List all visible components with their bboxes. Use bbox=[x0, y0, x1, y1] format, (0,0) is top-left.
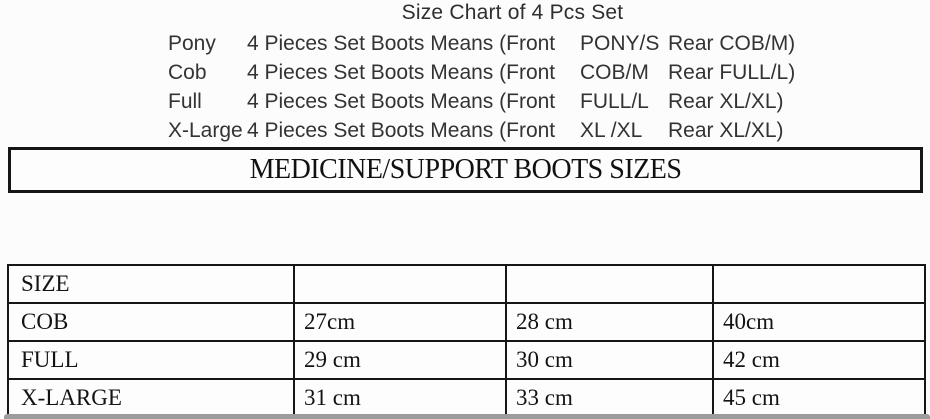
set-line-description: 4 Pieces Set Boots Means (Front bbox=[247, 119, 556, 142]
set-line-rear-size: Rear XL/XL) bbox=[668, 119, 784, 142]
table-row-full: FULL 29 cm 30 cm 42 cm bbox=[7, 340, 926, 380]
table-row-xlarge: X-LARGE 31 cm 33 cm 45 cm bbox=[7, 378, 926, 418]
set-line-label: Full bbox=[168, 90, 202, 113]
set-line-rear-size: Rear FULL/L) bbox=[668, 61, 796, 84]
banner-title: MEDICINE/SUPPORT BOOTS SIZES bbox=[249, 154, 682, 185]
set-line-full: Full 4 Pieces Set Boots Means (Front FUL… bbox=[0, 90, 930, 118]
set-line-description: 4 Pieces Set Boots Means (Front bbox=[247, 61, 556, 84]
set-line-front-size: PONY/S bbox=[580, 32, 660, 55]
size-value: 40cm bbox=[712, 302, 926, 342]
set-line-pony: Pony 4 Pieces Set Boots Means (Front PON… bbox=[0, 32, 930, 60]
set-line-description: 4 Pieces Set Boots Means (Front bbox=[247, 90, 556, 113]
set-line-label: X-Large bbox=[168, 119, 243, 142]
table-row-cob: COB 27cm 28 cm 40cm bbox=[7, 302, 926, 342]
set-line-cob: Cob 4 Pieces Set Boots Means (Front COB/… bbox=[0, 61, 930, 89]
size-table: SIZE COB 27cm 28 cm 40cm FULL 29 cm 30 c… bbox=[7, 264, 926, 418]
size-value: 30 cm bbox=[505, 340, 714, 380]
cropped-bottom-divider bbox=[4, 414, 930, 419]
header-cell bbox=[293, 264, 507, 304]
row-label: X-LARGE bbox=[7, 378, 295, 418]
size-value: 33 cm bbox=[505, 378, 714, 418]
set-line-rear-size: Rear COB/M) bbox=[668, 32, 796, 55]
set-line-description: 4 Pieces Set Boots Means (Front bbox=[247, 32, 556, 55]
set-line-front-size: XL /XL bbox=[580, 119, 643, 142]
set-line-label: Pony bbox=[168, 32, 216, 55]
size-value: 27cm bbox=[293, 302, 507, 342]
set-line-front-size: FULL/L bbox=[580, 90, 649, 113]
size-value: 42 cm bbox=[712, 340, 926, 380]
header-cell bbox=[712, 264, 926, 304]
size-value: 45 cm bbox=[712, 378, 926, 418]
header-cell bbox=[505, 264, 714, 304]
page-title: Size Chart of 4 Pcs Set bbox=[401, 1, 624, 24]
row-label: FULL bbox=[7, 340, 295, 380]
row-label: COB bbox=[7, 302, 295, 342]
medicine-boots-banner: MEDICINE/SUPPORT BOOTS SIZES bbox=[8, 147, 923, 193]
size-value: 31 cm bbox=[293, 378, 507, 418]
header-cell-size: SIZE bbox=[7, 264, 295, 304]
size-value: 29 cm bbox=[293, 340, 507, 380]
set-line-label: Cob bbox=[168, 61, 207, 84]
set-line-front-size: COB/M bbox=[580, 61, 649, 84]
set-line-rear-size: Rear XL/XL) bbox=[668, 90, 784, 113]
table-header-row: SIZE bbox=[7, 264, 926, 304]
set-line-xlarge: X-Large 4 Pieces Set Boots Means (Front … bbox=[0, 119, 930, 147]
size-value: 28 cm bbox=[505, 302, 714, 342]
